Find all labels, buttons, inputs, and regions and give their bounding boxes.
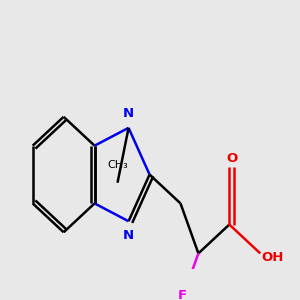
Text: N: N [123,229,134,242]
Text: O: O [226,152,238,165]
Text: OH: OH [262,251,284,264]
Text: N: N [123,107,134,120]
Text: CH₃: CH₃ [107,160,128,170]
Text: F: F [178,289,187,300]
